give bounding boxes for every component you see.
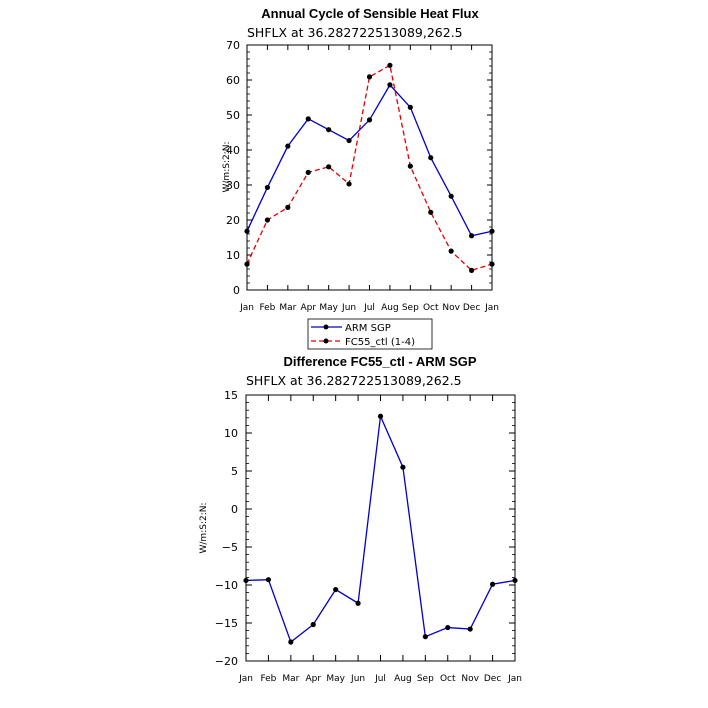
- legend-label-arm-sgp: ARM SGP: [345, 323, 391, 334]
- y-tick-label-60-6: 60: [226, 74, 240, 87]
- top-chart-frame: [246, 44, 493, 291]
- point-arm-sgp-10: [448, 193, 454, 199]
- series-line-difference: [245, 413, 516, 644]
- point-arm-sgp-6: [366, 117, 373, 123]
- y-tick-label-10-5: −10: [215, 579, 238, 592]
- point-fc55-ctl-1-4-2: [285, 204, 291, 210]
- legend-label-fc55: FC55_ctl (1-4): [345, 337, 415, 348]
- x-tick-label-mar-2: Mar: [279, 303, 296, 313]
- point-fc55-ctl-1-4-1: [264, 217, 271, 223]
- point-fc55-ctl-1-4-9: [428, 209, 434, 215]
- point-fc55-ctl-1-4-4: [326, 164, 332, 170]
- point-difference-9: [445, 624, 451, 631]
- point-arm-sgp-2: [285, 143, 291, 149]
- x-tick-label-may-4: May: [319, 303, 338, 313]
- bottom-chart-subtitle: SHFLX at 36.282722513089,262.5: [246, 373, 462, 388]
- top-chart-subtitle: SHFLX at 36.282722513089,262.5: [247, 25, 463, 40]
- x-tick-label-aug-7: Aug: [381, 303, 399, 313]
- x-tick-label-jan-0: Jan: [238, 674, 253, 684]
- y-tick-label-0-3: 0: [231, 503, 238, 516]
- point-fc55-ctl-1-4-5: [346, 181, 352, 187]
- y-tick-label-40-4: 40: [226, 144, 240, 157]
- legend-marker-arm-sgp: [323, 324, 329, 330]
- x-tick-label-jul-6: Jul: [363, 303, 375, 313]
- x-tick-label-aug-7: Aug: [394, 674, 412, 684]
- bottom-chart-title: Difference FC55_ctl - ARM SGP: [283, 354, 476, 369]
- point-difference-10: [467, 626, 473, 632]
- x-tick-label-feb-1: Feb: [259, 303, 275, 313]
- point-difference-2: [288, 639, 294, 645]
- top-chart: Annual Cycle of Sensible Heat Flux SHFLX…: [222, 6, 499, 350]
- x-tick-label-apr-3: Apr: [300, 303, 316, 313]
- point-difference-5: [355, 600, 361, 606]
- point-arm-sgp-5: [346, 137, 352, 144]
- point-difference-4: [333, 586, 339, 593]
- x-tick-label-sep-8: Sep: [402, 303, 419, 313]
- point-fc55-ctl-1-4-6: [366, 74, 373, 80]
- bottom-chart-frame: [245, 394, 516, 662]
- y-tick-label-15-6: −15: [215, 617, 238, 630]
- x-tick-label-oct-9: Oct: [440, 674, 456, 684]
- point-fc55-ctl-1-4-11: [468, 267, 475, 273]
- point-arm-sgp-11: [468, 233, 475, 239]
- x-tick-label-jan-12: Jan: [507, 674, 522, 684]
- point-fc55-ctl-1-4-10: [448, 248, 454, 254]
- bottom-chart: Difference FC55_ctl - ARM SGP SHFLX at 3…: [199, 354, 522, 684]
- x-tick-label-mar-2: Mar: [282, 674, 299, 684]
- point-arm-sgp-4: [326, 127, 332, 133]
- x-tick-label-jul-6: Jul: [374, 674, 386, 684]
- point-difference-7: [400, 464, 406, 470]
- series-line-fc55-ctl-1-4: [246, 64, 493, 272]
- top-chart-legend: ARM SGP FC55_ctl (1-4): [307, 318, 433, 350]
- legend-box: [307, 318, 433, 350]
- point-arm-sgp-3: [305, 116, 311, 122]
- point-fc55-ctl-1-4-8: [407, 163, 413, 169]
- point-difference-6: [377, 413, 384, 419]
- point-arm-sgp-1: [264, 184, 271, 191]
- x-tick-label-jan-12: Jan: [484, 303, 499, 313]
- y-tick-label-20-7: −20: [215, 655, 238, 668]
- point-difference-3: [310, 621, 316, 628]
- x-tick-label-oct-9: Oct: [423, 303, 439, 313]
- x-tick-label-may-4: May: [326, 674, 345, 684]
- y-tick-label-5-4: −5: [222, 541, 238, 554]
- x-tick-label-jan-0: Jan: [239, 303, 254, 313]
- y-tick-label-30-3: 30: [226, 179, 240, 192]
- x-tick-label-nov-10: Nov: [442, 303, 460, 313]
- legend-marker-fc55: [323, 338, 329, 344]
- point-arm-sgp-8: [407, 104, 413, 110]
- y-tick-label-50-5: 50: [226, 109, 240, 122]
- bottom-chart-ylabel: W/m:S:2:N:: [199, 503, 209, 554]
- x-tick-label-dec-11: Dec: [463, 303, 480, 313]
- series-line-arm-sgp: [246, 83, 493, 237]
- y-tick-label-10-1: 10: [226, 249, 240, 262]
- point-fc55-ctl-1-4-3: [305, 169, 311, 175]
- x-tick-label-dec-11: Dec: [484, 674, 501, 684]
- x-tick-label-feb-1: Feb: [260, 674, 276, 684]
- top-chart-ylabel: W/m:S:2:N:: [222, 142, 232, 193]
- point-difference-1: [265, 577, 272, 583]
- x-tick-label-apr-3: Apr: [305, 674, 321, 684]
- point-difference-8: [422, 634, 428, 640]
- y-tick-label-10-1: 10: [224, 427, 238, 440]
- x-tick-label-sep-8: Sep: [417, 674, 434, 684]
- y-tick-label-0-0: 0: [233, 284, 240, 297]
- point-arm-sgp-7: [387, 82, 393, 88]
- y-tick-label-20-2: 20: [226, 214, 240, 227]
- x-tick-label-nov-10: Nov: [461, 674, 479, 684]
- x-tick-label-jun-5: Jun: [341, 303, 356, 313]
- point-difference-11: [489, 581, 496, 587]
- x-tick-label-jun-5: Jun: [350, 674, 365, 684]
- y-tick-label-5-2: 5: [231, 465, 238, 478]
- y-tick-label-15-0: 15: [224, 389, 238, 402]
- point-arm-sgp-9: [428, 155, 434, 161]
- point-fc55-ctl-1-4-7: [387, 62, 393, 68]
- y-tick-label-70-7: 70: [226, 39, 240, 52]
- top-chart-title: Annual Cycle of Sensible Heat Flux: [261, 6, 479, 21]
